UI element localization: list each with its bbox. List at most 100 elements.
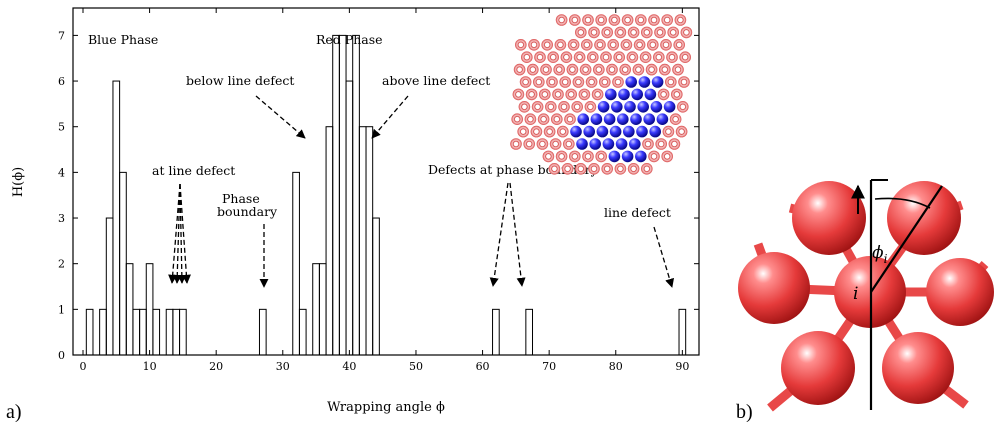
chart-axes [72,7,700,356]
red-particle [662,125,675,138]
histogram-bar [125,263,134,356]
annotation-below-line-defect: below line defect [186,73,294,88]
red-particle [569,150,581,163]
red-particle [564,113,576,125]
red-particle [665,76,677,88]
y-tick-label: 7 [58,29,65,42]
histogram-bar [139,308,147,356]
histogram-bar [292,171,300,356]
blue-particle [644,88,657,101]
x-tick-label: 40 [342,360,356,373]
annotation-at-line-defect: at line defect [152,163,235,178]
histogram-bar [112,80,121,356]
arrow-at-line-defect-4 [179,183,191,284]
angle-arc [874,197,931,209]
red-particle [582,150,594,163]
red-particle [572,76,585,88]
axis-ticks: 0 10 20 30 40 50 60 70 80 90 0 1 2 3 4 5 6 7 [58,8,699,373]
blue-particle [624,101,636,113]
blue-particle [576,138,588,150]
blue-particle [617,113,629,125]
histogram-bar [358,126,367,356]
histogram-bar [258,308,267,356]
y-tick-label: 0 [58,349,65,362]
red-particle [594,39,606,51]
red-particle [534,51,546,63]
blue-particle [623,125,635,138]
x-tick-label: 70 [542,360,556,373]
red-particle [606,63,618,76]
blue-particle [651,76,664,88]
histogram-bar [99,308,107,356]
red-particle [595,150,607,163]
particle-snapshot-inset [510,14,693,175]
red-particle [581,39,593,51]
histogram-bar [105,217,114,356]
blue-particle [638,76,651,88]
sphere [926,258,994,326]
histogram-bar [338,34,347,356]
red-particle [641,26,653,39]
red-particle [554,39,567,51]
sphere [738,252,810,324]
red-particle [645,63,658,76]
blue-particle [602,138,615,150]
red-particle [510,138,522,150]
red-particle [537,113,550,125]
red-particle [561,163,574,175]
red-particle [614,163,627,175]
red-particle [511,113,523,125]
y-axis-label: H(ϕ) [11,167,26,197]
red-particle [557,125,569,138]
red-particle [648,150,660,163]
blue-particle [589,138,601,150]
blue-particle [609,125,622,138]
panel-label-b: b) [736,401,753,422]
red-particle [678,76,690,88]
arrow-below-line-defect [255,95,306,139]
red-particle [567,39,580,51]
histogram-bar [525,308,534,356]
x-tick-label: 80 [609,360,623,373]
red-particle [527,63,539,76]
red-particle [521,51,533,63]
histogram-bar [179,308,187,356]
red-particle [627,163,640,175]
histogram-bar [298,308,307,356]
red-particle [518,101,531,113]
blue-particle [643,113,655,125]
y-tick-label: 3 [58,212,65,225]
red-particle [541,39,553,51]
red-particle [672,63,684,76]
annotation-phase-boundary-line1: Phase [222,191,260,206]
red-particle [530,125,543,138]
red-particle [608,14,621,26]
red-particle [545,101,557,113]
x-tick-label: 50 [409,360,423,373]
red-particle [601,163,613,175]
red-particle [655,138,667,150]
red-particle [599,76,611,88]
y-tick-label: 4 [58,166,65,179]
red-particle [621,14,634,26]
red-particle [600,51,612,63]
red-particle [512,88,525,101]
red-particle [585,76,598,88]
red-particle [601,26,613,39]
red-particle [555,14,568,26]
x-axis-label: Wrapping angle ϕ [327,400,445,415]
blue-particle [603,113,616,125]
site-label-i: i [853,284,858,304]
red-particle [528,39,540,51]
blue-particle [625,76,637,88]
y-tick-label: 6 [58,75,65,88]
red-particle [660,39,672,51]
x-tick-label: 20 [209,360,223,373]
red-particle [680,26,693,39]
arrow-line-defect [653,226,675,288]
red-particle [675,125,688,138]
red-particle [607,39,619,51]
red-particle [571,101,583,113]
red-particle [517,125,529,138]
red-particle [659,63,671,76]
